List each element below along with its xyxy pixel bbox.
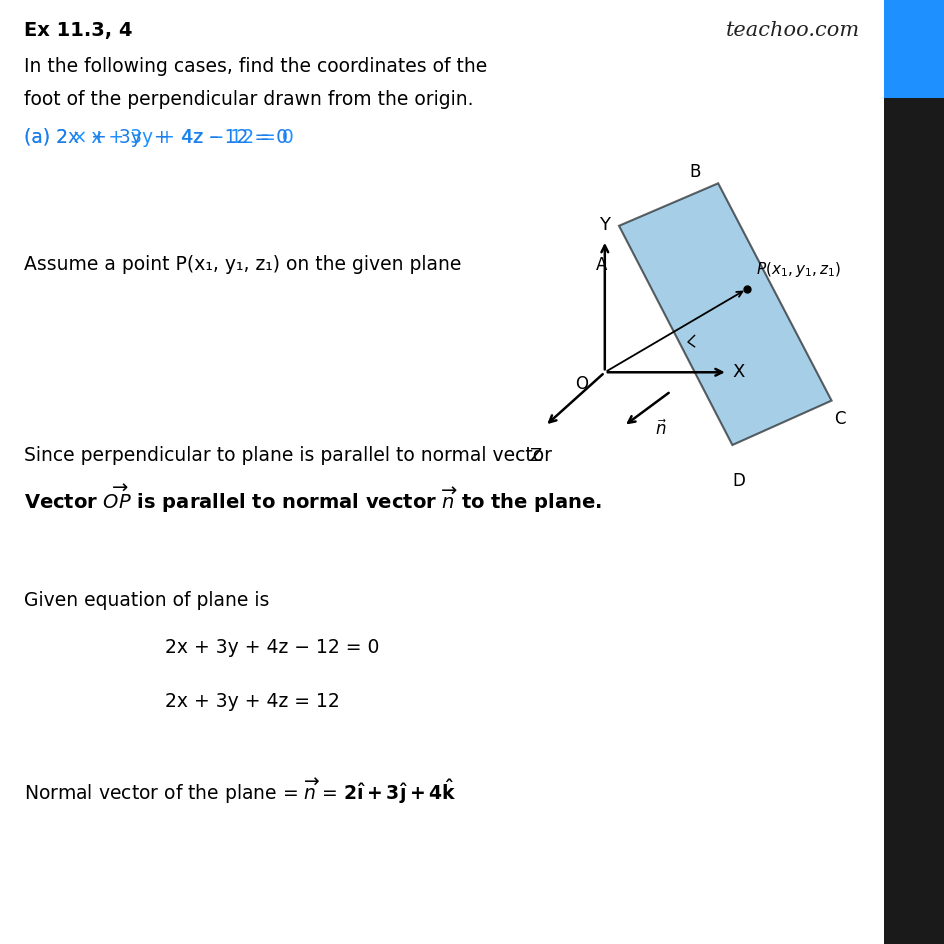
Text: $P(x_1, y_1, z_1)$: $P(x_1, y_1, z_1)$ bbox=[755, 260, 840, 278]
Text: X: X bbox=[732, 362, 744, 381]
Text: Normal vector of the plane = $\overrightarrow{n}$ = $\mathbf{2\hat{\imath} + 3\h: Normal vector of the plane = $\overright… bbox=[24, 776, 456, 805]
Text: (a) 2 × x + 3y + 4z − 12 = 0: (a) 2 × x + 3y + 4z − 12 = 0 bbox=[24, 127, 293, 146]
Text: O: O bbox=[574, 375, 587, 393]
Bar bbox=[883, 0, 944, 99]
Text: B: B bbox=[688, 163, 700, 181]
Text: Y: Y bbox=[598, 216, 610, 234]
Text: Since perpendicular to plane is parallel to normal vector: Since perpendicular to plane is parallel… bbox=[24, 446, 551, 464]
Text: Ex 11.3, 4: Ex 11.3, 4 bbox=[24, 21, 132, 40]
Text: D: D bbox=[732, 472, 745, 490]
Text: teachoo.com: teachoo.com bbox=[725, 21, 859, 40]
Text: 2x + 3y + 4z − 12 = 0: 2x + 3y + 4z − 12 = 0 bbox=[165, 637, 379, 656]
Text: Given equation of plane is: Given equation of plane is bbox=[24, 590, 269, 609]
Text: Z: Z bbox=[529, 447, 541, 464]
Text: foot of the perpendicular drawn from the origin.: foot of the perpendicular drawn from the… bbox=[24, 90, 473, 109]
Text: C: C bbox=[834, 409, 845, 428]
Bar bbox=[883, 0, 944, 944]
Text: 2x + 3y + 4z = 12: 2x + 3y + 4z = 12 bbox=[165, 691, 340, 710]
Text: Vector $\overrightarrow{OP}$ is parallel to normal vector $\overrightarrow{n}$ t: Vector $\overrightarrow{OP}$ is parallel… bbox=[24, 481, 601, 514]
Text: (a) 2x  +  3y  +  4z – 12 = 0: (a) 2x + 3y + 4z – 12 = 0 bbox=[24, 127, 287, 146]
Text: In the following cases, find the coordinates of the: In the following cases, find the coordin… bbox=[24, 57, 486, 76]
Text: Assume a point P(x₁, y₁, z₁) on the given plane: Assume a point P(x₁, y₁, z₁) on the give… bbox=[24, 255, 461, 274]
Text: A: A bbox=[596, 255, 607, 274]
Text: $\vec{n}$: $\vec{n}$ bbox=[654, 419, 666, 438]
Polygon shape bbox=[618, 184, 831, 446]
